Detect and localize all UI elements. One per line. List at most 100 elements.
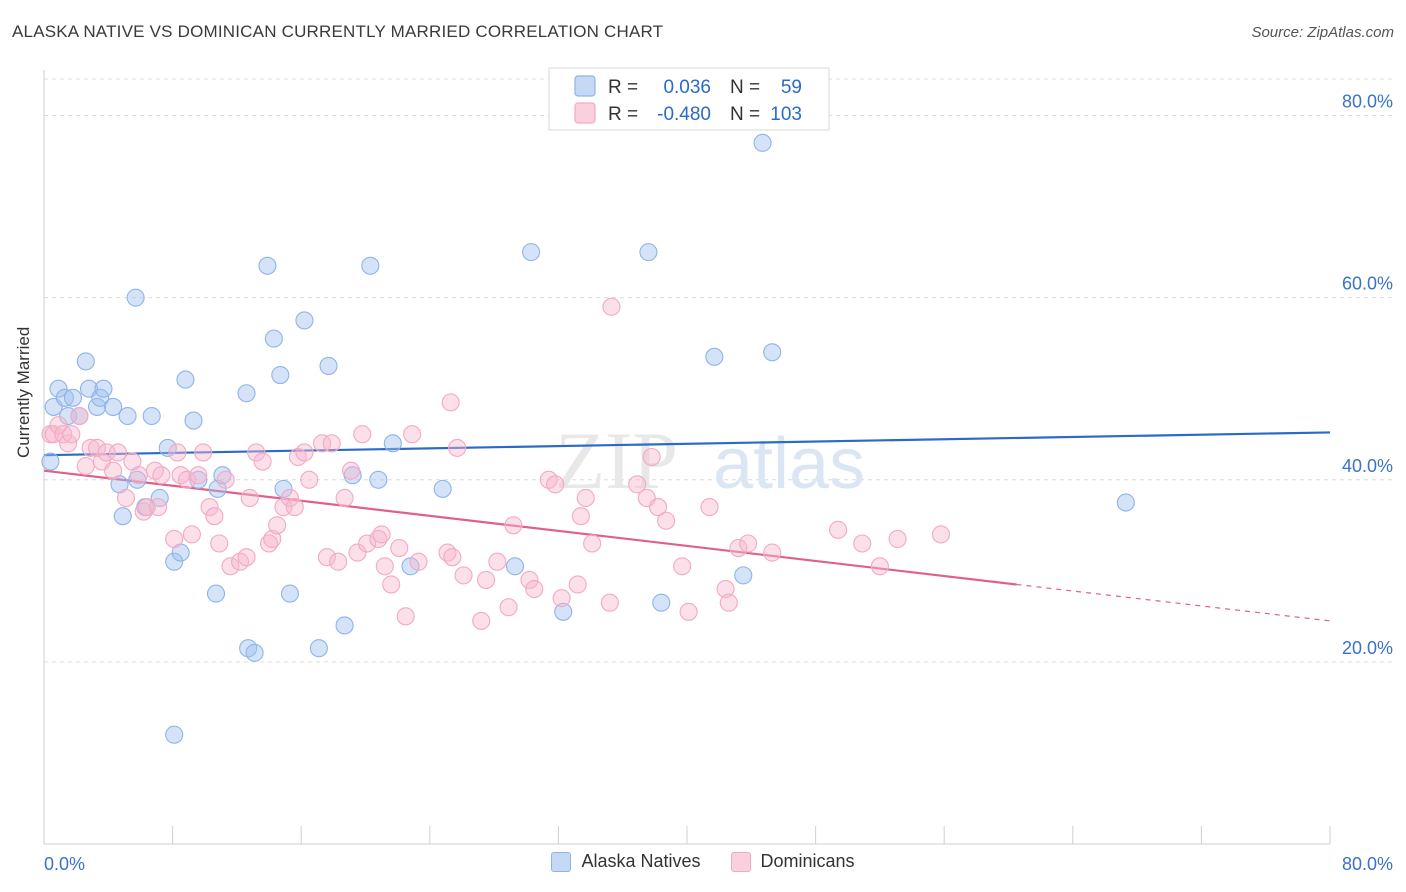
- alaska-native-point: [94, 379, 113, 398]
- legend-label: Alaska Natives: [581, 851, 701, 871]
- dominican-point: [335, 488, 354, 508]
- alaska-native-point: [652, 593, 671, 612]
- alaska-native-point: [237, 384, 256, 403]
- alaska-native-point: [274, 479, 293, 498]
- dominican-point: [329, 552, 348, 571]
- dominican-point: [70, 406, 89, 426]
- dominican-point: [288, 447, 308, 467]
- dominican-point: [253, 452, 272, 471]
- grid-lines: [44, 78, 1393, 663]
- dominican-point: [358, 534, 377, 553]
- dominican-point: [165, 529, 184, 549]
- alaska-native-point: [639, 243, 658, 262]
- dominican-point: [322, 434, 341, 453]
- dominican-point: [390, 539, 409, 558]
- dominican-point: [931, 525, 951, 544]
- alaska-native-point: [165, 552, 184, 571]
- dominican-point: [853, 534, 872, 553]
- legend-label: Dominicans: [760, 851, 855, 871]
- axes: [43, 70, 1331, 845]
- dominican-point: [168, 443, 187, 462]
- dominican-point: [382, 575, 401, 594]
- alaska-native-point: [206, 584, 226, 603]
- dominican-point: [171, 466, 190, 485]
- dominican-point: [403, 425, 422, 444]
- dominican-point: [268, 516, 287, 535]
- legend-swatch: [730, 851, 751, 872]
- dominican-point: [247, 443, 266, 462]
- alaska-native-point: [126, 288, 145, 307]
- y-tick-label: 80.0%: [1342, 92, 1393, 112]
- alaska-native-point: [150, 488, 169, 508]
- dominican-point: [116, 488, 136, 508]
- alaska-native-point: [361, 256, 380, 275]
- dominican-point: [552, 589, 571, 608]
- alaska-native-point: [258, 256, 277, 275]
- dominican-point: [189, 466, 208, 485]
- legend-swatch-alaska: [574, 75, 596, 97]
- dominican-point: [441, 393, 460, 412]
- alaska-native-point: [63, 388, 82, 407]
- legend-box: R = 0.036 N = 59 R = -0.480 N = 103: [548, 67, 830, 131]
- dominican-point: [472, 611, 491, 630]
- dominican-point: [313, 434, 332, 453]
- bottom-legend: Alaska Natives Dominicans: [0, 851, 1406, 872]
- alaska-native-point: [753, 133, 772, 152]
- legend-item-alaska-natives[interactable]: Alaska Natives: [551, 851, 701, 872]
- legend-r-value-2: -0.480: [657, 104, 711, 125]
- dominican-point: [194, 443, 213, 462]
- alaska-native-point: [309, 639, 328, 658]
- dominican-point: [520, 570, 539, 589]
- y-tick-label: 20.0%: [1342, 638, 1393, 658]
- y-tick-labels: 20.0% 40.0% 60.0% 80.0%: [1342, 92, 1393, 658]
- alaska-native-point: [245, 643, 264, 662]
- alaska-native-point: [763, 343, 782, 362]
- dominican-point: [200, 498, 219, 517]
- dominican-point: [348, 543, 367, 562]
- alaska-native-point: [41, 452, 60, 471]
- dominican-trend-extension: [1016, 583, 1331, 622]
- dominican-point: [600, 593, 619, 612]
- alaska-native-point: [383, 434, 402, 453]
- dominican-point: [673, 557, 692, 576]
- dominican-point: [763, 543, 782, 562]
- y-tick-label: 60.0%: [1342, 274, 1393, 294]
- dominican-point: [499, 598, 518, 617]
- data-points: [41, 133, 1135, 744]
- dominican-point: [44, 425, 63, 444]
- dominican-point: [829, 520, 848, 539]
- dominican-point: [372, 525, 391, 544]
- dominican-point: [448, 438, 467, 457]
- dominican-point: [216, 470, 235, 489]
- dominican-point: [280, 488, 299, 508]
- dominican-point: [443, 548, 462, 567]
- dominican-point: [108, 443, 127, 462]
- legend-n-label-1: N =: [730, 77, 760, 98]
- dominican-point: [149, 498, 168, 517]
- x-tick-label-max: 80.0%: [1342, 854, 1393, 874]
- trend-lines: [43, 431, 1331, 622]
- dominican-point: [375, 557, 394, 576]
- alaska-native-point: [705, 347, 724, 366]
- dominican-point: [546, 475, 565, 494]
- legend-item-dominicans[interactable]: Dominicans: [730, 851, 855, 872]
- dominican-point: [739, 534, 758, 553]
- dominican-point: [231, 552, 250, 571]
- alaska-native-point: [734, 566, 753, 585]
- legend-swatch: [551, 851, 572, 872]
- dominican-point: [178, 470, 197, 489]
- alaska-native-point: [1116, 493, 1135, 512]
- alaska-native-point: [142, 406, 161, 426]
- dominican-point: [583, 534, 602, 553]
- legend-r-label-2: R =: [608, 104, 638, 125]
- dominican-point: [719, 593, 738, 612]
- dominican-point: [488, 552, 507, 571]
- dominican-point: [221, 557, 240, 576]
- alaska-native-point: [369, 470, 388, 489]
- alaska-native-point: [76, 352, 95, 371]
- dominican-trend-line: [43, 469, 1017, 586]
- legend-n-label-2: N =: [730, 104, 760, 125]
- dominican-point: [888, 529, 907, 549]
- dominican-point: [628, 475, 647, 494]
